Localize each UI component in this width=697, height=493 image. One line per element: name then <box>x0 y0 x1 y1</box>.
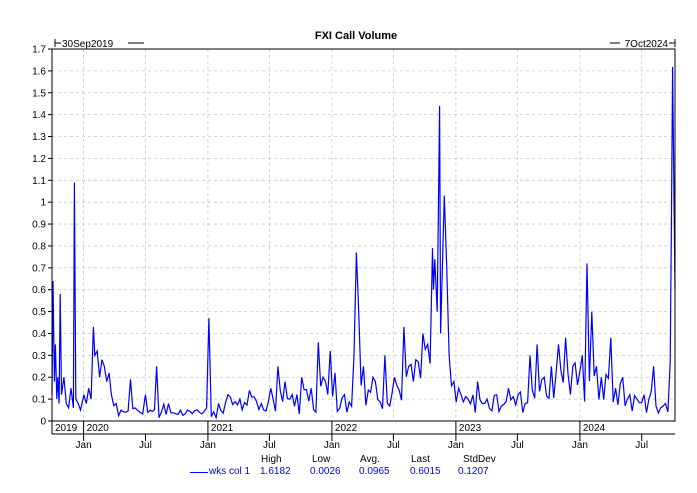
x-tick-label: Jul <box>139 440 152 451</box>
year-label: 2020 <box>87 423 110 434</box>
y-tick-label: 0.3 <box>32 351 46 362</box>
y-tick-label: 0.9 <box>32 220 46 231</box>
series-line-wks-col-1 <box>51 66 676 420</box>
y-tick-label: 1.4 <box>32 110 46 121</box>
y-tick-label: 0.7 <box>32 263 46 274</box>
year-label: 2022 <box>335 423 358 434</box>
start-date-label: 30Sep2019 <box>62 39 114 50</box>
chart-title: FXI Call Volume <box>315 30 397 42</box>
y-tick-label: 0.2 <box>32 373 46 384</box>
y-tick-label: 1.6 <box>32 66 46 77</box>
year-label: 2024 <box>583 423 606 434</box>
x-tick-label: Jan <box>572 440 588 451</box>
x-tick-label: Jul <box>387 440 400 451</box>
x-tick-label: Jan <box>200 440 216 451</box>
y-tick-label: 0.4 <box>32 329 46 340</box>
y-tick-label: 0.5 <box>32 307 46 318</box>
y-tick-label: 1.1 <box>32 176 46 187</box>
y-tick-label: 1 <box>40 198 46 209</box>
y-tick-label: 1.5 <box>32 88 46 99</box>
y-tick-label: 0.1 <box>32 395 46 406</box>
y-tick-label: 1.3 <box>32 132 46 143</box>
y-tick-label: 1.7 <box>32 45 46 56</box>
x-tick-label: Jan <box>76 440 92 451</box>
plot-frame <box>51 48 676 422</box>
x-tick-label: Jul <box>635 440 648 451</box>
y-tick-label: 0 <box>40 417 46 428</box>
year-label: 2023 <box>459 423 482 434</box>
year-label: 2019 <box>55 423 78 434</box>
x-tick-label: Jul <box>511 440 524 451</box>
x-tick-label: Jan <box>448 440 464 451</box>
year-label: 2021 <box>211 423 234 434</box>
x-tick-label: Jan <box>324 440 340 451</box>
gridlines <box>52 49 675 421</box>
y-axis: 0 0.1 0.2 0.3 0.4 0.5 0.6 0.7 0.8 0.9 1 1.1 1.2 1.3 1.… <box>32 45 52 428</box>
x-axis: Jan Jul Jan Jul Jan Jul Jan Jul Jan Jul 2019 2020 20… <box>51 421 675 451</box>
x-tick-label: Jul <box>263 440 276 451</box>
y-tick-label: 0.8 <box>32 241 46 252</box>
y-tick-label: 0.6 <box>32 285 46 296</box>
y-tick-label: 1.2 <box>32 154 46 165</box>
range-markers: 30Sep2019 7Oct2024 <box>54 39 676 50</box>
end-date-label: 7Oct2024 <box>625 39 669 50</box>
